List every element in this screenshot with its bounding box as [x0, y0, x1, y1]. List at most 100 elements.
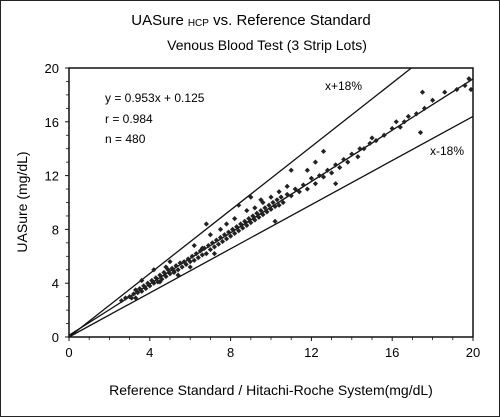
- x-tick-label: 16: [385, 345, 399, 360]
- y-tick-label: 20: [45, 61, 59, 76]
- x-tick-label: 20: [466, 345, 480, 360]
- data-point: [163, 273, 169, 280]
- data-point: [151, 267, 157, 273]
- data-point: [221, 232, 228, 238]
- data-point: [288, 167, 294, 173]
- data-point: [349, 151, 355, 157]
- data-point: [260, 199, 266, 206]
- data-point: [254, 210, 260, 216]
- data-point: [236, 202, 242, 208]
- data-point: [236, 228, 242, 234]
- data-point: [217, 226, 224, 232]
- data-point: [203, 251, 209, 257]
- data-point: [405, 113, 411, 120]
- data-point: [258, 197, 264, 203]
- data-point: [296, 189, 302, 195]
- data-point: [284, 183, 290, 189]
- data-point: [278, 194, 284, 200]
- data-point: [389, 125, 395, 132]
- data-point: [280, 199, 286, 206]
- data-point: [118, 298, 125, 304]
- data-point: [223, 236, 230, 242]
- data-point: [139, 288, 145, 294]
- data-point: [187, 264, 193, 270]
- data-point: [169, 265, 175, 272]
- data-point: [274, 197, 280, 203]
- data-point: [209, 240, 216, 246]
- data-point: [147, 283, 153, 289]
- data-point: [454, 86, 460, 93]
- data-point: [207, 246, 213, 253]
- data-point: [133, 287, 139, 293]
- y-axis-ticks: 0 4 8 12 16 20: [45, 61, 69, 345]
- data-point: [193, 251, 199, 257]
- correlation-r: r = 0.984: [105, 112, 153, 126]
- data-point: [248, 220, 254, 226]
- data-point: [268, 194, 274, 200]
- data-point: [369, 135, 375, 141]
- x-tick-label: 8: [227, 345, 234, 360]
- data-point: [341, 156, 347, 163]
- data-point: [175, 272, 181, 278]
- data-point: [413, 111, 420, 117]
- data-point: [205, 242, 211, 249]
- data-point: [232, 230, 238, 237]
- x-axis-ticks: 0 4 8 12 16 20: [65, 337, 480, 360]
- data-point: [211, 251, 218, 257]
- data-point: [230, 226, 236, 232]
- data-point: [242, 218, 248, 224]
- data-point: [312, 181, 319, 187]
- data-point: [153, 275, 159, 281]
- line-lower-18pct: [68, 115, 474, 338]
- data-point: [393, 119, 399, 125]
- data-point: [300, 182, 306, 188]
- data-point: [213, 237, 220, 243]
- data-point: [127, 294, 133, 300]
- data-point: [381, 132, 387, 138]
- chart-title: UASure HCP vs. Reference Standard: [131, 12, 370, 29]
- data-point: [262, 205, 268, 211]
- data-point: [345, 159, 351, 165]
- y-tick-label: 16: [45, 115, 59, 130]
- data-point: [173, 263, 179, 269]
- data-point: [276, 202, 282, 208]
- y-tick-label: 0: [52, 330, 59, 345]
- data-point: [187, 259, 193, 265]
- data-point: [133, 295, 139, 301]
- data-point: [462, 82, 468, 89]
- data-point: [135, 290, 141, 296]
- data-point: [252, 205, 258, 211]
- data-point: [215, 241, 222, 247]
- data-point: [276, 189, 282, 195]
- data-points: [118, 76, 474, 304]
- line-upper-18pct: [68, 67, 412, 338]
- data-point: [217, 234, 224, 241]
- data-point: [137, 285, 143, 292]
- data-point: [203, 221, 209, 227]
- data-point: [225, 229, 232, 235]
- data-point: [211, 244, 218, 250]
- data-point: [207, 232, 213, 238]
- data-point: [320, 174, 327, 180]
- data-point: [355, 154, 361, 160]
- data-point: [466, 76, 472, 82]
- data-point: [139, 277, 145, 284]
- data-point: [419, 89, 426, 95]
- data-point: [244, 207, 250, 214]
- data-point: [468, 86, 474, 93]
- data-point: [143, 285, 149, 292]
- data-point: [272, 203, 278, 210]
- data-point: [244, 222, 250, 228]
- data-point: [260, 212, 266, 218]
- data-point: [401, 119, 407, 125]
- data-point: [333, 162, 339, 168]
- data-point: [240, 225, 246, 231]
- data-point: [228, 233, 234, 239]
- data-point: [333, 181, 339, 187]
- data-point: [258, 207, 264, 214]
- data-point: [183, 261, 189, 267]
- data-point: [232, 216, 238, 222]
- data-point: [292, 186, 298, 192]
- data-point: [308, 175, 314, 181]
